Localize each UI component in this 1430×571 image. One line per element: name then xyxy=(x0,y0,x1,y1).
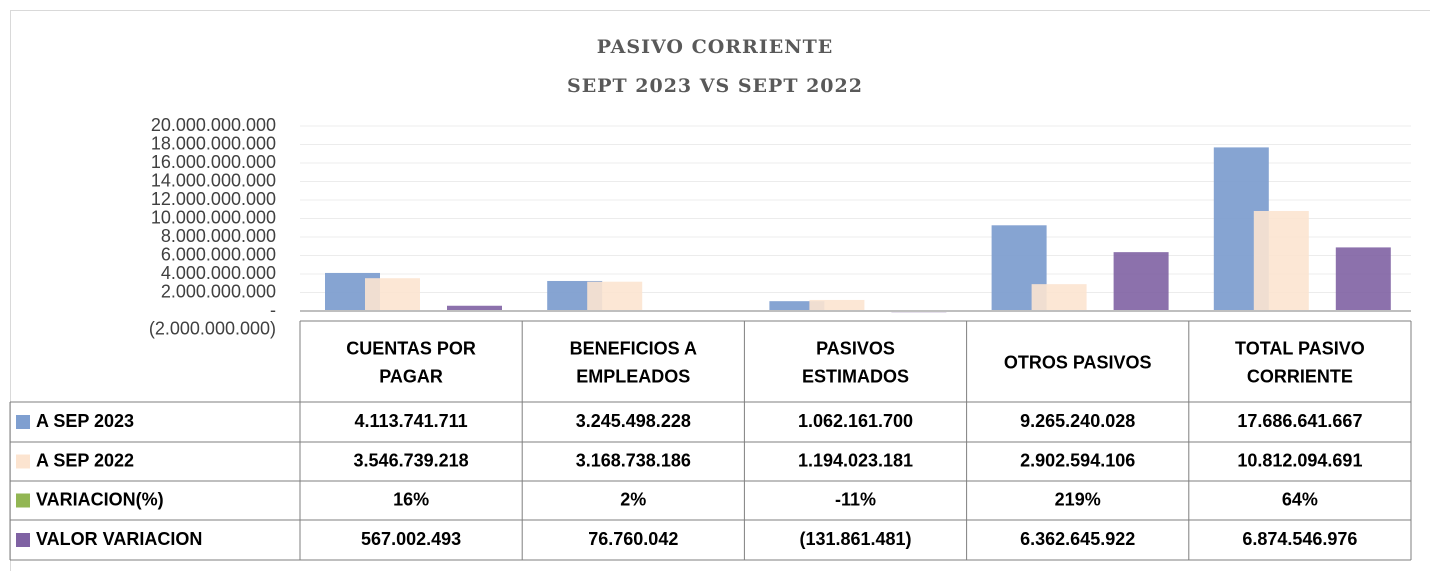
value-label: 76.760.042 xyxy=(588,529,678,549)
value-label: 2% xyxy=(620,489,646,509)
bar xyxy=(365,278,420,311)
legend-label: A SEP 2022 xyxy=(36,450,134,470)
value-label: 567.002.493 xyxy=(361,529,461,549)
value-label: 10.812.094.691 xyxy=(1237,450,1362,470)
value-label: 4.113.741.711 xyxy=(355,411,468,431)
legend-swatch xyxy=(16,493,30,508)
value-label: 6.362.645.922 xyxy=(1020,529,1135,549)
value-label: 2.902.594.106 xyxy=(1020,450,1135,470)
bar xyxy=(809,299,865,311)
y-tick-label: 16.000.000.000 xyxy=(151,152,276,172)
y-tick-label: 10.000.000.000 xyxy=(151,207,276,227)
y-tick-label: 2.000.000.000 xyxy=(161,281,276,301)
bar xyxy=(587,281,643,311)
bar xyxy=(1113,252,1169,311)
value-label: 1.062.161.700 xyxy=(798,411,913,431)
value-label: 1.194.023.181 xyxy=(798,450,913,470)
category-label: PAGAR xyxy=(379,366,443,386)
legend-swatch xyxy=(16,415,30,429)
bar xyxy=(1253,210,1309,311)
bar xyxy=(1335,247,1391,311)
category-label: BENEFICIOS A xyxy=(570,338,697,358)
value-label: 3.245.498.228 xyxy=(576,411,691,431)
value-label: 3.546.739.218 xyxy=(354,450,469,470)
chart-title: PASIVO CORRIENTE xyxy=(597,36,833,58)
value-label: (131.861.481) xyxy=(799,529,911,549)
y-tick-label: (2.000.000.000) xyxy=(149,318,276,338)
category-label: OTROS PASIVOS xyxy=(1004,352,1152,372)
y-tick-label: 8.000.000.000 xyxy=(161,226,276,246)
value-label: 17.686.641.667 xyxy=(1237,411,1362,431)
y-tick-label: 12.000.000.000 xyxy=(151,189,276,209)
bar xyxy=(1031,284,1087,311)
category-label: TOTAL PASIVO xyxy=(1235,338,1365,358)
value-label: 9.265.240.028 xyxy=(1020,411,1135,431)
y-tick-label: 14.000.000.000 xyxy=(151,170,276,190)
value-label: 219% xyxy=(1055,489,1101,509)
legend-label: A SEP 2023 xyxy=(36,411,134,431)
chart-frame xyxy=(10,10,1430,571)
y-tick-label: 6.000.000.000 xyxy=(161,244,276,264)
category-label: ESTIMADOS xyxy=(802,366,909,386)
bar xyxy=(769,301,825,311)
bar xyxy=(447,305,502,311)
legend-swatch xyxy=(16,533,30,547)
category-label: CORRIENTE xyxy=(1247,366,1353,386)
value-label: 16% xyxy=(393,489,429,509)
y-tick-label: 18.000.000.000 xyxy=(151,133,276,153)
legend-label: VARIACION(%) xyxy=(36,489,164,509)
category-label: EMPLEADOS xyxy=(576,366,690,386)
y-tick-label: - xyxy=(270,300,276,320)
value-label: 3.168.738.186 xyxy=(576,450,691,470)
value-label: 64% xyxy=(1282,489,1318,509)
y-tick-label: 4.000.000.000 xyxy=(161,263,276,283)
legend-swatch xyxy=(16,454,30,469)
category-label: PASIVOS xyxy=(816,338,895,358)
category-label: CUENTAS POR xyxy=(346,338,476,358)
chart-subtitle: SEPT 2023 VS SEPT 2022 xyxy=(567,75,863,97)
y-tick-label: 20.000.000.000 xyxy=(151,115,276,135)
value-label: 6.874.546.976 xyxy=(1242,529,1357,549)
legend-label: VALOR VARIACION xyxy=(36,529,202,549)
value-label: -11% xyxy=(835,489,876,509)
